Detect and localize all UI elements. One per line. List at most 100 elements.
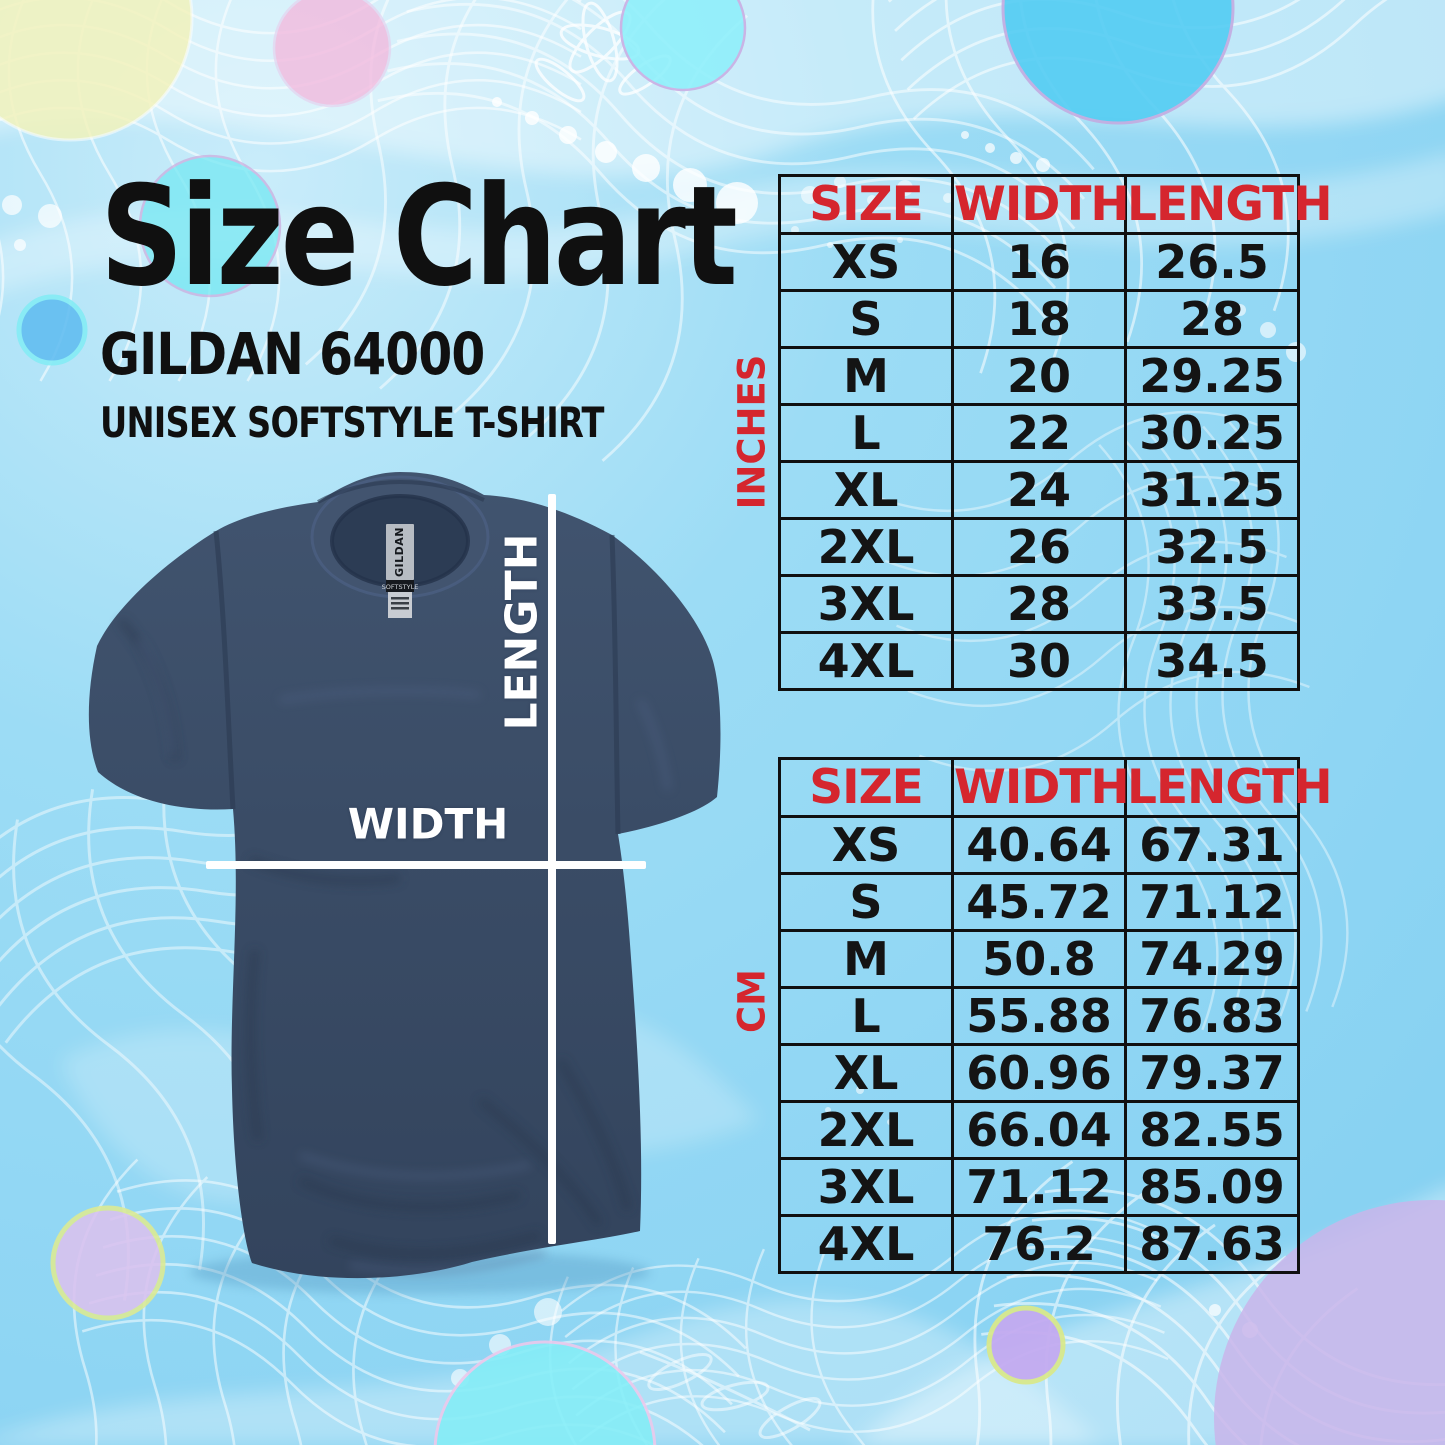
table-row: XL 24 31.25 — [778, 460, 1300, 520]
width-cell: 22 — [951, 403, 1127, 463]
size-table-inches: SIZE WIDTH LENGTH XS 16 26.5 S 18 28 M 2… — [778, 174, 1333, 691]
size-table-cm: SIZE WIDTH LENGTH XS 40.64 67.31 S 45.72… — [778, 757, 1333, 1274]
tag-brand-text: GILDAN — [393, 527, 406, 577]
tshirt-body — [88, 472, 721, 1279]
size-cell: 3XL — [778, 574, 954, 634]
width-label: WIDTH — [347, 799, 509, 849]
width-cell: 66.04 — [951, 1100, 1127, 1160]
width-cell: 76.2 — [951, 1214, 1127, 1274]
table-row: 3XL 71.12 85.09 — [778, 1157, 1300, 1217]
table-row: M 50.8 74.29 — [778, 929, 1300, 989]
width-cell: 50.8 — [951, 929, 1127, 989]
table-row: 2XL 66.04 82.55 — [778, 1100, 1300, 1160]
table-header-row: SIZE WIDTH LENGTH — [778, 757, 1333, 818]
width-cell: 55.88 — [951, 986, 1127, 1046]
product-name: UNISEX SOFTSTYLE T-SHIRT — [100, 398, 604, 447]
width-measure-line — [206, 861, 646, 869]
size-cell: XS — [778, 232, 954, 292]
size-header: SIZE — [778, 757, 954, 818]
length-cell: 32.5 — [1124, 517, 1300, 577]
size-cell: XL — [778, 1043, 954, 1103]
length-cell: 26.5 — [1124, 232, 1300, 292]
size-cell: 2XL — [778, 1100, 954, 1160]
length-cell: 74.29 — [1124, 929, 1300, 989]
lavender-ring-circle-left — [50, 1205, 166, 1321]
size-cell: L — [778, 986, 954, 1046]
lavender-blob-corner — [1214, 1200, 1445, 1445]
size-cell: 2XL — [778, 517, 954, 577]
length-cell: 79.37 — [1124, 1043, 1300, 1103]
cyan-half-circle-bottom — [433, 1340, 657, 1445]
heading-block: Size Chart GILDAN 64000 UNISEX SOFTSTYLE… — [100, 156, 855, 448]
length-cell: 82.55 — [1124, 1100, 1300, 1160]
length-cell: 67.31 — [1124, 815, 1300, 875]
length-cell: 31.25 — [1124, 460, 1300, 520]
width-cell: 24 — [951, 460, 1127, 520]
tag-line-text: SOFTSTYLE — [382, 583, 419, 591]
width-cell: 60.96 — [951, 1043, 1127, 1103]
length-header: LENGTH — [1124, 757, 1333, 818]
leaf-sketch — [639, 1350, 822, 1439]
tshirt-tag: GILDAN SOFTSTYLE — [382, 524, 419, 618]
width-cell: 18 — [951, 289, 1127, 349]
width-cell: 28 — [951, 574, 1127, 634]
brand-model: GILDAN 64000 — [100, 320, 485, 388]
blue-dot-circle — [16, 294, 88, 366]
length-cell: 30.25 — [1124, 403, 1300, 463]
size-cell: S — [778, 289, 954, 349]
table-row: S 45.72 71.12 — [778, 872, 1300, 932]
size-cell: M — [778, 346, 954, 406]
length-cell: 33.5 — [1124, 574, 1300, 634]
length-label: LENGTH — [496, 533, 548, 731]
page-title: Size Chart — [100, 156, 738, 317]
length-measure-line — [548, 494, 556, 1244]
length-cell: 29.25 — [1124, 346, 1300, 406]
size-cell: 3XL — [778, 1157, 954, 1217]
dotted-trails — [2, 97, 1306, 1387]
size-cell: M — [778, 929, 954, 989]
width-cell: 40.64 — [951, 815, 1127, 875]
width-header: WIDTH — [951, 174, 1130, 235]
length-cell: 71.12 — [1124, 872, 1300, 932]
width-cell: 26 — [951, 517, 1127, 577]
table-row: XL 60.96 79.37 — [778, 1043, 1300, 1103]
width-header: WIDTH — [951, 757, 1130, 818]
width-cell: 71.12 — [951, 1157, 1127, 1217]
size-header: SIZE — [778, 174, 954, 235]
size-cell: S — [778, 872, 954, 932]
length-header: LENGTH — [1124, 174, 1333, 235]
yellow-circle — [0, 0, 194, 142]
size-cell: XL — [778, 460, 954, 520]
size-cell: XS — [778, 815, 954, 875]
table-row: S 18 28 — [778, 289, 1300, 349]
table-row: M 20 29.25 — [778, 346, 1300, 406]
table-row: XS 40.64 67.31 — [778, 815, 1300, 875]
inches-unit-label: INCHES — [730, 354, 774, 510]
table-header-row: SIZE WIDTH LENGTH — [778, 174, 1333, 235]
table-row: L 55.88 76.83 — [778, 986, 1300, 1046]
table-row: XS 16 26.5 — [778, 232, 1300, 292]
size-cell: 4XL — [778, 1214, 954, 1274]
length-cell: 87.63 — [1124, 1214, 1300, 1274]
size-cell: 4XL — [778, 631, 954, 691]
table-row: 2XL 26 32.5 — [778, 517, 1300, 577]
width-cell: 16 — [951, 232, 1127, 292]
cyan-circle-title — [138, 154, 282, 298]
size-cell: L — [778, 403, 954, 463]
length-cell: 28 — [1124, 289, 1300, 349]
table-row: L 22 30.25 — [778, 403, 1300, 463]
table-row: 4XL 76.2 87.63 — [778, 1214, 1300, 1274]
width-cell: 20 — [951, 346, 1127, 406]
length-cell: 76.83 — [1124, 986, 1300, 1046]
length-cell: 34.5 — [1124, 631, 1300, 691]
cm-unit-label: CM — [730, 969, 774, 1033]
cyan-circle-top-right — [1001, 0, 1235, 125]
pink-circle — [272, 0, 392, 108]
purple-ring-circle-bottom — [986, 1305, 1066, 1385]
table-row: 3XL 28 33.5 — [778, 574, 1300, 634]
cyan-circle-top-mid — [619, 0, 747, 92]
length-cell: 85.09 — [1124, 1157, 1300, 1217]
